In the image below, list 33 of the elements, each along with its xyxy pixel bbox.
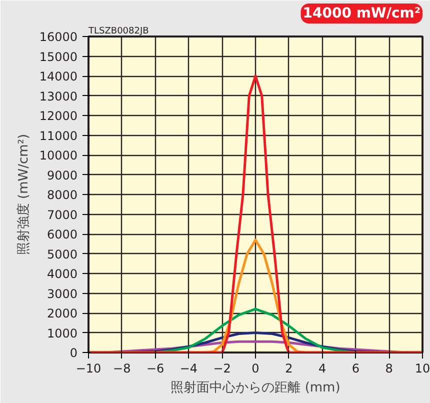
x-tick-label: −10 xyxy=(76,362,102,376)
y-tick-label: 16000 xyxy=(39,30,78,44)
x-tick-label: −4 xyxy=(180,362,198,376)
y-tick-label: 5000 xyxy=(46,247,78,262)
y-tick-label: 4000 xyxy=(46,267,78,281)
x-tick-label: −6 xyxy=(146,362,164,376)
text: TLSZB0082JB xyxy=(88,26,149,36)
text: 14000 mW/cm² xyxy=(302,6,421,22)
y-tick-label: 14000 xyxy=(39,70,78,84)
y-tick-label: 0 xyxy=(70,346,78,360)
y-tick-label: 12000 xyxy=(39,109,78,123)
x-tick-label: 2 xyxy=(285,362,293,376)
x-tick-label: −2 xyxy=(213,362,231,376)
y-axis-title: 照射強度 (mW/cm²) xyxy=(15,134,32,256)
y-tick-label: 13000 xyxy=(39,89,78,104)
y-tick-label: 6000 xyxy=(46,228,78,242)
y-tick-label: 11000 xyxy=(39,128,78,143)
x-tick-label: −8 xyxy=(113,362,131,376)
x-tick-label: 0 xyxy=(252,362,260,376)
x-tick-label: 10 xyxy=(414,362,430,376)
y-tick-label: 7000 xyxy=(46,208,78,222)
y-tick-label: 2000 xyxy=(46,306,78,320)
x-tick-label: 4 xyxy=(318,362,326,376)
line-series xyxy=(88,74,422,352)
y-tick-label: 8000 xyxy=(46,188,78,202)
x-axis-title: 照射面中心からの距離 (mm) xyxy=(170,380,340,396)
y-tick-label: 9000 xyxy=(46,168,78,182)
y-tick-label: 15000 xyxy=(39,50,78,64)
y-tick-label: 1000 xyxy=(46,326,78,340)
x-tick-label: 8 xyxy=(385,362,393,376)
x-tick-label: 6 xyxy=(352,362,360,376)
y-tick-label: 3000 xyxy=(46,286,78,301)
y-tick-label: 10000 xyxy=(39,148,78,162)
